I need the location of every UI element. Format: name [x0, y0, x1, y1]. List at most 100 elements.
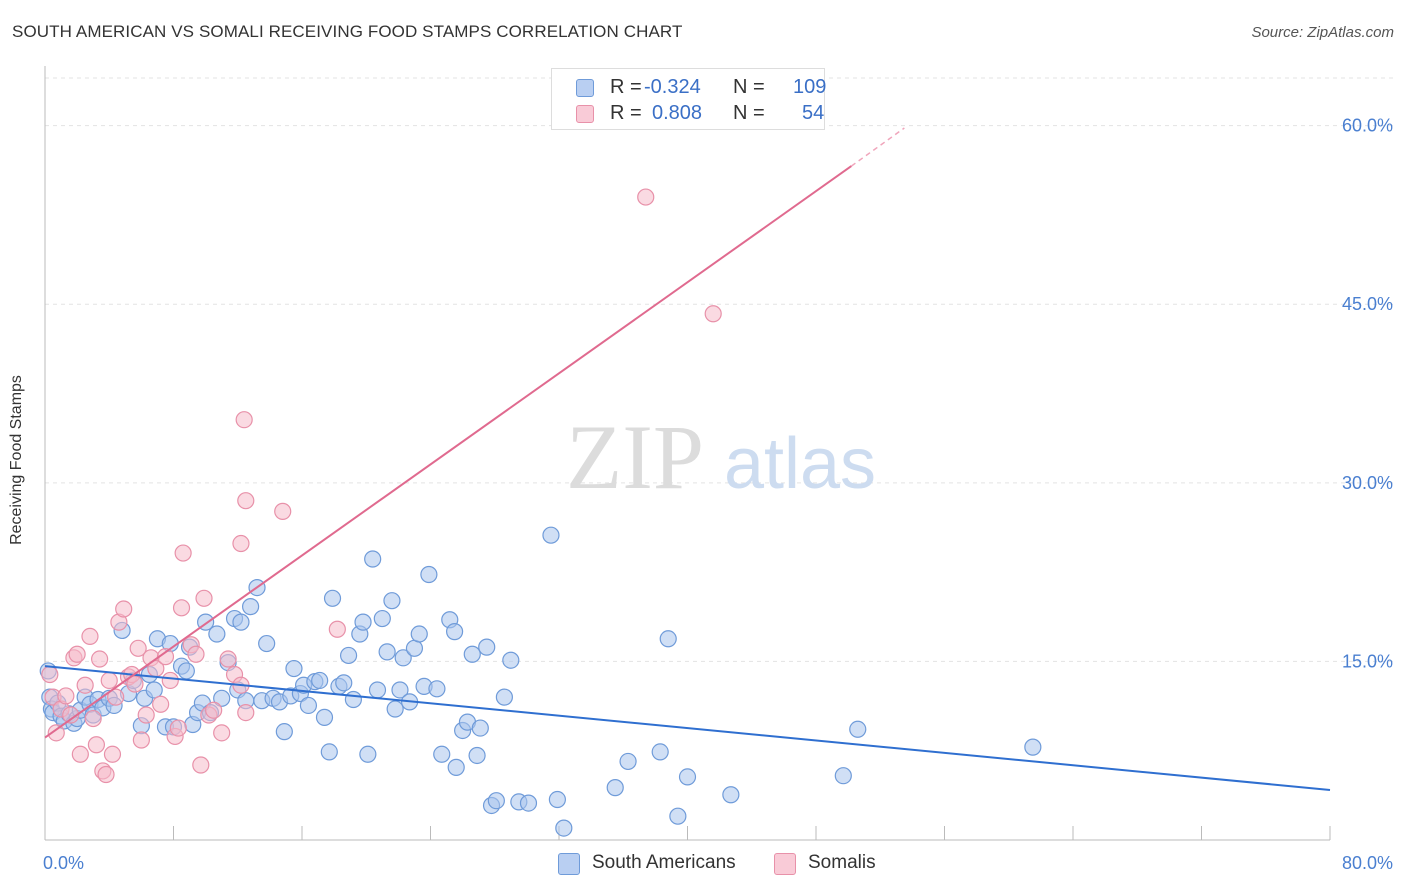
legend-swatch-pink [576, 105, 594, 123]
data-point [311, 671, 329, 690]
legend-n-value: 54 [802, 102, 825, 124]
data-point [47, 724, 65, 742]
data-point [274, 502, 292, 520]
legend-swatch-blue [576, 79, 594, 97]
trend-line-somalis [44, 165, 852, 739]
trend-line-somalis-extension [850, 127, 905, 167]
data-point [205, 701, 223, 719]
data-point [373, 609, 391, 628]
data-point [328, 620, 346, 638]
y-tick-label: 30.0% [1342, 473, 1393, 493]
data-point [320, 743, 338, 761]
data-point [468, 746, 486, 765]
data-point [84, 709, 102, 728]
data-point [242, 598, 260, 616]
data-point [606, 779, 624, 797]
data-point [132, 731, 150, 749]
data-point [428, 680, 446, 698]
data-point [237, 492, 255, 510]
legend-r-value: 0.808 [652, 102, 703, 124]
chart-title: SOUTH AMERICAN VS SOMALI RECEIVING FOOD … [12, 22, 683, 41]
data-point [339, 646, 358, 665]
axes [44, 66, 1331, 841]
data-point [478, 638, 496, 656]
data-point [126, 675, 144, 693]
data-point [156, 648, 175, 666]
data-point [213, 689, 231, 707]
data-point [103, 745, 122, 763]
data-point [129, 639, 147, 657]
data-point [447, 758, 465, 776]
data-point [57, 687, 75, 705]
data-point [213, 724, 231, 742]
legend-label: South Americans [592, 852, 736, 873]
data-point [187, 645, 205, 663]
data-point [704, 305, 722, 323]
data-point [834, 767, 852, 785]
data-point [410, 625, 428, 643]
legend-r-label: R = [610, 76, 642, 98]
data-point [502, 651, 520, 669]
tick-labels: 15.0% 30.0% 45.0% 60.0% 0.0% 80.0% [43, 116, 1393, 873]
data-point [722, 786, 740, 804]
data-point [81, 627, 99, 646]
data-point [97, 765, 115, 784]
data-point [87, 736, 106, 754]
data-point [394, 649, 412, 667]
data-point [195, 589, 213, 607]
data-point [420, 565, 438, 584]
legend-swatch-pink [774, 853, 796, 875]
data-point [235, 411, 253, 429]
data-point [354, 613, 372, 631]
data-points [39, 188, 1042, 837]
data-point [651, 743, 669, 761]
data-point [344, 690, 362, 709]
data-point [68, 645, 86, 663]
legend-n-label: N = [733, 102, 765, 124]
data-point [232, 534, 250, 553]
data-point [386, 700, 404, 718]
data-point [364, 550, 382, 568]
data-point [174, 544, 192, 562]
data-point [335, 674, 353, 692]
data-point [391, 681, 409, 699]
data-point [258, 634, 276, 653]
source-label: Source: ZipAtlas.com [1251, 24, 1394, 41]
x-tick-label: 80.0% [1342, 853, 1393, 873]
y-tick-label: 45.0% [1342, 294, 1393, 314]
data-point [172, 599, 191, 617]
data-point [115, 600, 133, 618]
data-point [323, 589, 342, 607]
data-point [275, 723, 293, 741]
data-point [91, 650, 109, 668]
trend-lines [44, 127, 1331, 791]
data-point [219, 650, 237, 668]
data-point [542, 526, 560, 544]
trend-line-south-americans [44, 665, 1331, 791]
gridlines [45, 77, 1395, 662]
data-point [669, 807, 687, 825]
data-point [192, 756, 210, 774]
data-point [161, 671, 179, 690]
watermark-zip: ZIP [566, 406, 704, 508]
data-point [383, 592, 401, 610]
data-point [659, 630, 677, 648]
data-point [849, 720, 867, 738]
data-point [315, 708, 334, 726]
legend-n-value: 109 [793, 76, 827, 98]
data-point [169, 719, 187, 737]
data-point [463, 645, 481, 663]
data-point [445, 623, 464, 641]
data-point [232, 613, 250, 631]
data-point [1024, 738, 1042, 756]
data-point [107, 688, 125, 706]
legend-label: Somalis [808, 852, 876, 873]
legend-n-label: N = [733, 76, 765, 98]
data-point [299, 696, 318, 715]
data-point [285, 659, 303, 678]
data-point [555, 819, 573, 837]
y-tick-label: 15.0% [1342, 651, 1393, 671]
data-point [145, 681, 163, 699]
data-point [359, 745, 377, 763]
